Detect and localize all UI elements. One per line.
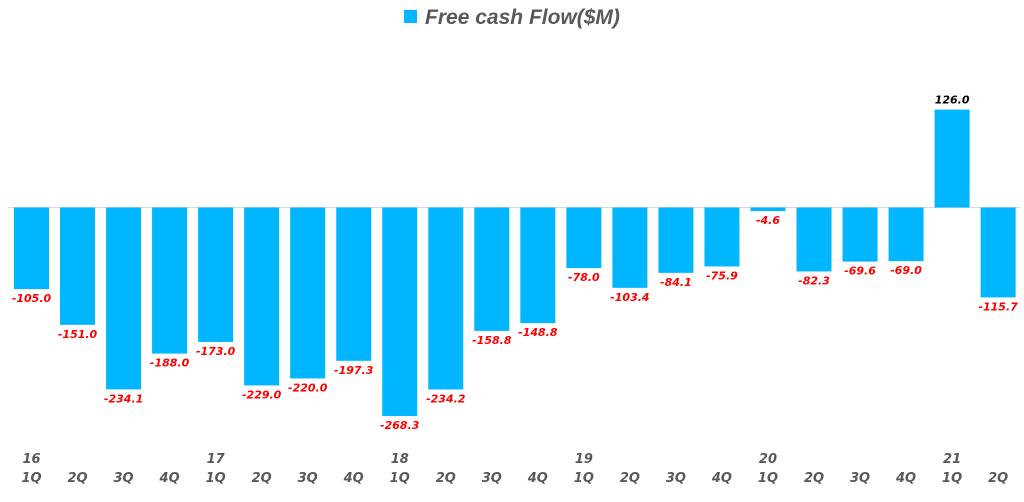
bar [244, 207, 280, 386]
bar [520, 207, 556, 324]
data-label: -69.0 [890, 264, 922, 277]
x-tick-year: 16 [22, 452, 40, 467]
x-tick-quarter: 2Q [988, 471, 1008, 486]
x-tick-quarter: 3Q [482, 471, 502, 486]
data-label: -84.1 [660, 276, 692, 289]
legend: Free cash Flow($M) [0, 6, 1024, 30]
bar [106, 207, 142, 390]
bar [290, 207, 326, 379]
x-tick-quarter: 1Q [21, 471, 41, 486]
bar [152, 207, 188, 354]
bar [474, 207, 510, 331]
bar [934, 109, 970, 208]
data-label: -148.8 [518, 326, 558, 339]
bar [60, 207, 96, 325]
bar [566, 207, 602, 269]
x-tick-quarter: 3Q [850, 471, 870, 486]
data-label: -229.0 [242, 388, 282, 401]
bar [750, 207, 786, 212]
data-label: -4.6 [756, 214, 780, 227]
bar [888, 207, 924, 262]
x-tick-quarter: 3Q [114, 471, 134, 486]
x-tick-year: 18 [391, 452, 409, 467]
data-label: -69.6 [844, 265, 876, 278]
bar [612, 207, 648, 288]
x-tick-quarter: 4Q [159, 471, 180, 486]
data-label: -234.1 [104, 392, 143, 405]
legend-label: Free cash Flow($M) [425, 6, 620, 29]
data-label: -151.0 [58, 328, 98, 341]
legend-swatch [404, 10, 418, 23]
x-tick-quarter: 1Q [206, 471, 226, 486]
data-label: -78.0 [568, 271, 600, 284]
data-label: -188.0 [150, 357, 190, 370]
x-tick-quarter: 4Q [343, 471, 364, 486]
x-tick-year: 20 [759, 452, 777, 467]
x-tick-quarter: 2Q [436, 471, 456, 486]
bar [704, 207, 740, 267]
data-label: -158.8 [472, 334, 512, 347]
data-label: -234.2 [426, 392, 466, 405]
x-tick-quarter: 1Q [942, 471, 962, 486]
data-label: 126.0 [935, 94, 970, 107]
bar [428, 207, 464, 390]
bar [336, 207, 372, 361]
bar [14, 207, 49, 290]
x-tick-quarter: 1Q [574, 471, 594, 486]
x-tick-quarter: 3Q [298, 471, 318, 486]
x-tick-year: 21 [943, 452, 961, 467]
bar [382, 207, 418, 416]
data-label: -75.9 [706, 269, 738, 282]
x-tick-quarter: 2Q [67, 471, 87, 486]
data-label: -103.4 [610, 291, 649, 304]
x-tick-quarter: 1Q [390, 471, 410, 486]
x-tick-quarter: 4Q [895, 471, 916, 486]
data-label: -82.3 [798, 274, 830, 287]
data-label: -173.0 [196, 345, 236, 358]
x-tick-quarter: 2Q [252, 471, 272, 486]
data-label: -197.3 [334, 364, 374, 377]
x-tick-year: 19 [575, 452, 593, 467]
bar [198, 207, 234, 342]
bar [842, 207, 878, 262]
data-label: -268.3 [380, 419, 420, 432]
x-tick-quarter: 3Q [666, 471, 686, 486]
x-tick-quarter: 2Q [804, 471, 824, 486]
x-tick-quarter: 4Q [527, 471, 548, 486]
bar [796, 207, 832, 272]
x-tick-quarter: 2Q [620, 471, 640, 486]
x-tick-quarter: 1Q [758, 471, 778, 486]
x-tick-year: 17 [207, 452, 226, 467]
bar [980, 207, 1016, 298]
data-label: -105.0 [12, 292, 52, 305]
x-tick-quarter: 4Q [711, 471, 732, 486]
data-label: -115.7 [978, 300, 1018, 313]
data-label: -220.0 [288, 381, 328, 394]
bar [658, 207, 694, 273]
